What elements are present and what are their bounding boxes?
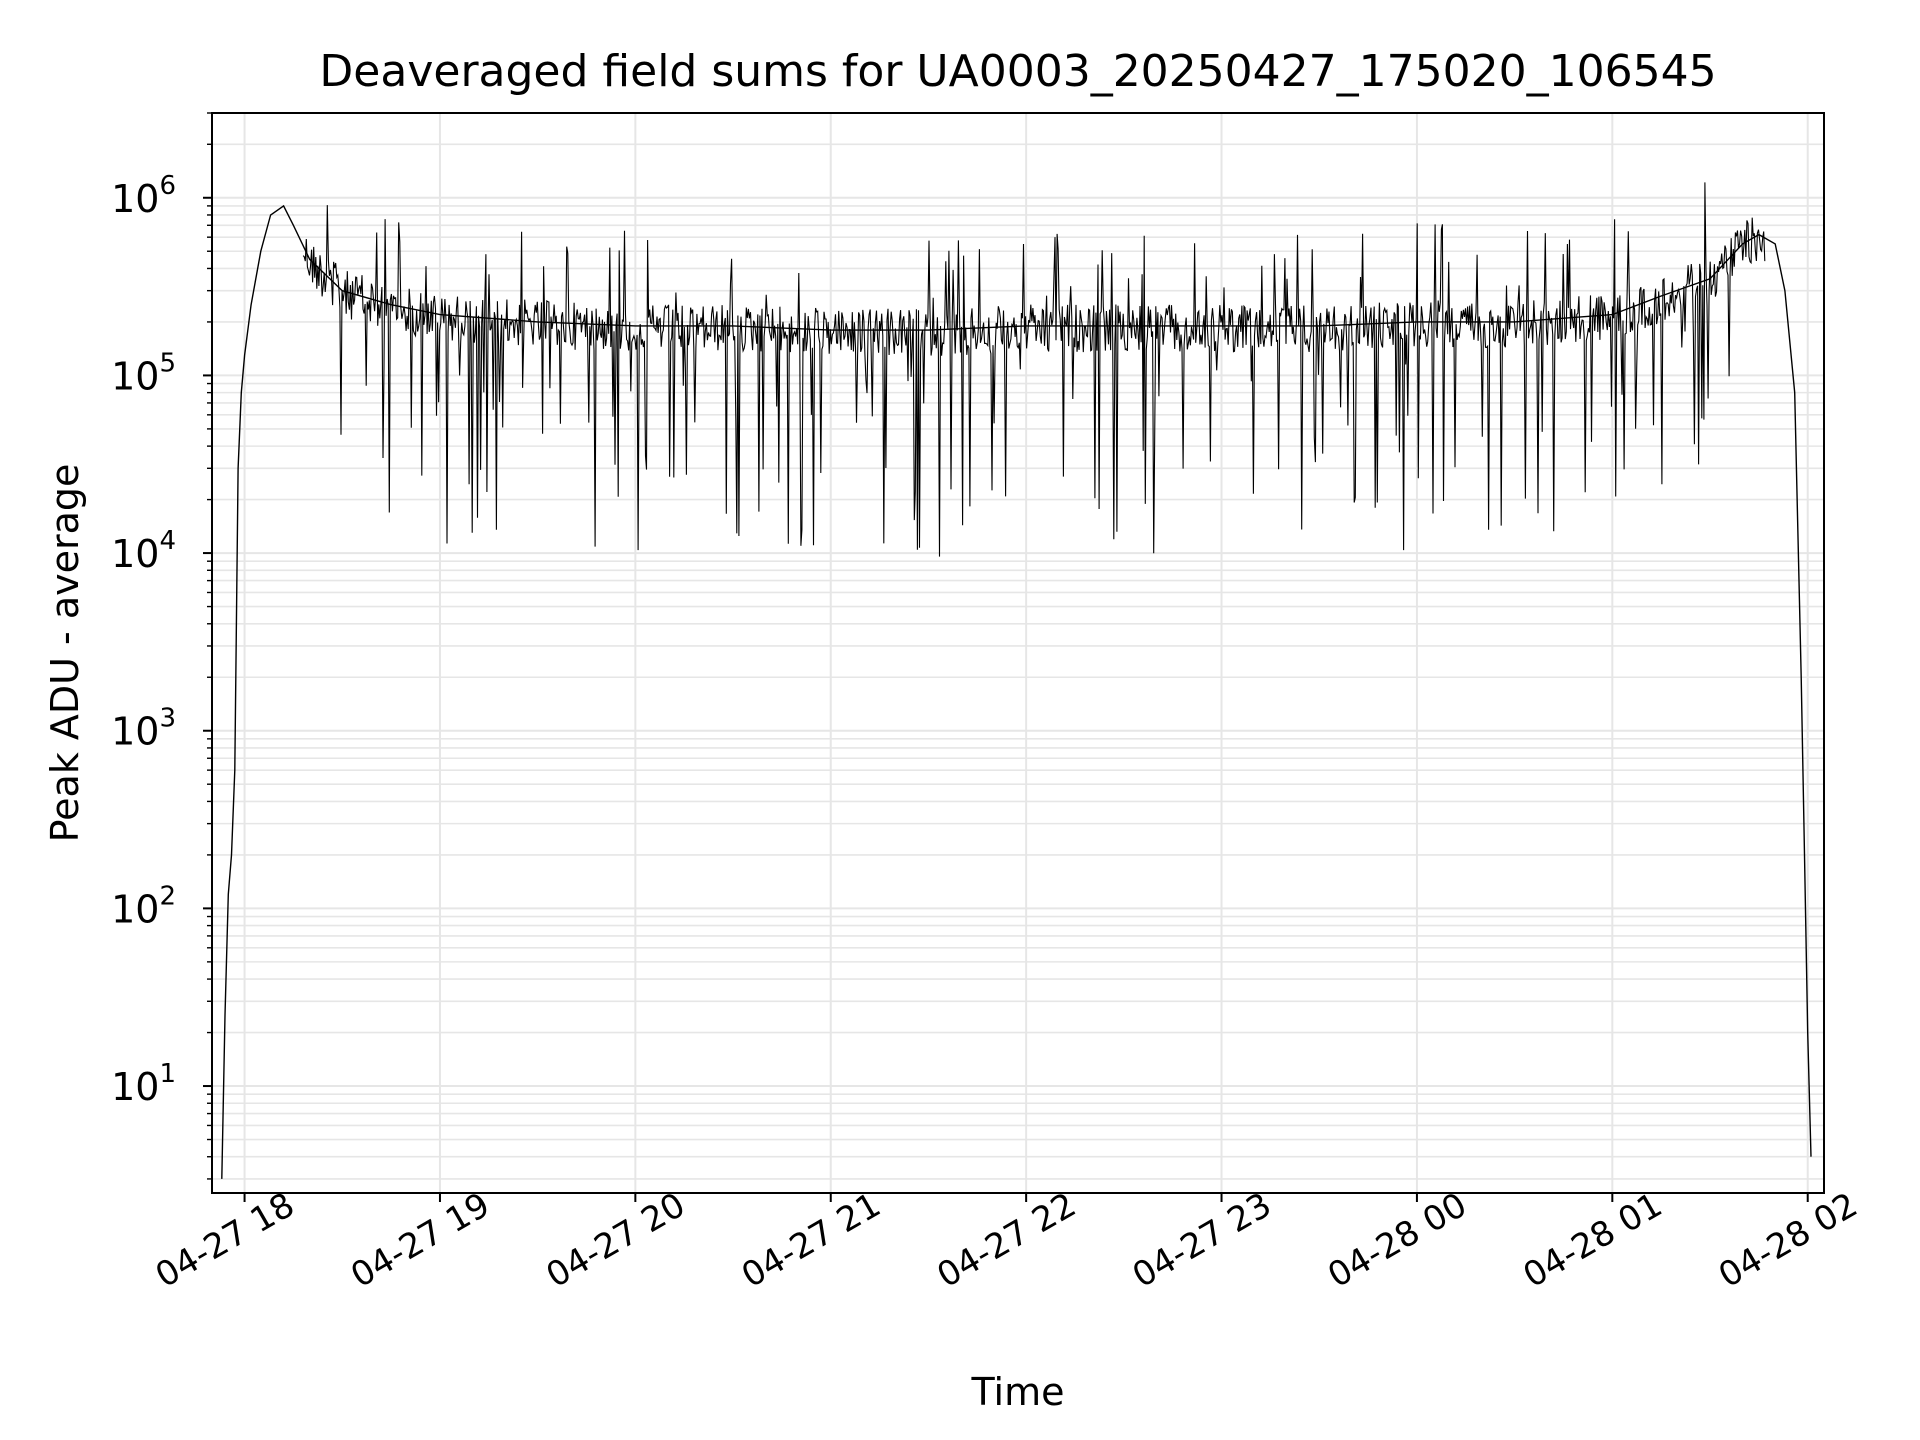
y-tick-exponent: 1 [159, 1059, 176, 1089]
y-tick-exponent: 2 [159, 881, 176, 911]
y-tick-label: 104 [111, 526, 176, 576]
y-tick-label: 102 [111, 881, 176, 931]
y-axis-label: Peak ADU - average [43, 464, 87, 843]
y-tick-base: 10 [111, 354, 159, 398]
y-tick-base: 10 [111, 532, 159, 576]
series-noise-line [302, 182, 1766, 557]
y-tick-base: 10 [111, 887, 159, 931]
series-layer [221, 204, 1812, 1179]
y-tick-exponent: 6 [159, 171, 176, 201]
series-noise [302, 182, 1766, 557]
y-tick-base: 10 [111, 710, 159, 754]
y-tick-base: 10 [111, 177, 159, 221]
series-line [221, 204, 1812, 1179]
y-tick-label: 101 [111, 1059, 176, 1109]
y-tick-exponent: 5 [159, 348, 176, 378]
y-tick-label: 106 [111, 171, 176, 221]
x-axis-label: Time [971, 1370, 1065, 1414]
y-tick-exponent: 3 [159, 704, 176, 734]
y-tick-label: 105 [111, 348, 176, 398]
grid [212, 112, 1824, 1193]
y-tick-exponent: 4 [159, 526, 176, 556]
plot-frame [211, 112, 1825, 1194]
y-tick-base: 10 [111, 1065, 159, 1109]
chart-title: Deaveraged field sums for UA0003_2025042… [319, 46, 1716, 97]
y-tick-label: 103 [111, 704, 176, 754]
